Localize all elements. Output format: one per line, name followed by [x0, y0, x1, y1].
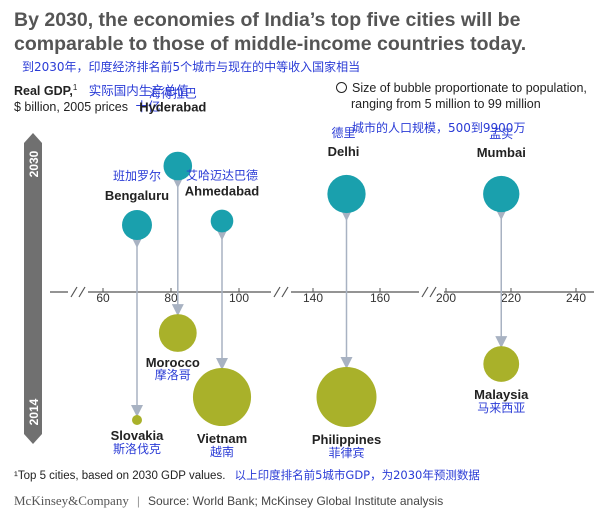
source-text: Source: World Bank; McKinsey Global Inst…	[147, 494, 444, 508]
axis-break-mark	[429, 286, 437, 298]
x-tick-label: 100	[229, 291, 249, 305]
country-label-vietnam: Vietnam	[197, 431, 247, 446]
city-bubble-hyderabad	[163, 151, 193, 181]
bubble-size-note: Size of bubble proportionate to populati…	[336, 80, 587, 112]
size-note-line1: Size of bubble proportionate to populati…	[352, 81, 587, 95]
city-label-bengaluru: Bengaluru	[105, 188, 169, 203]
source-line: McKinsey&Company | Source: World Bank; McK…	[14, 493, 444, 508]
country-label-philippines: Philippines	[312, 432, 381, 447]
city-bubble-mumbai	[483, 175, 520, 213]
city-label-cn-hyderabad: 海得拉巴	[149, 86, 197, 101]
country-bubble-morocco	[158, 314, 197, 352]
axis-break-mark	[78, 286, 86, 298]
city-label-hyderabad: Hyderabad	[139, 100, 206, 115]
country-bubble-malaysia	[483, 346, 520, 382]
x-tick-label: 60	[96, 291, 110, 305]
country-bubble-philippines	[316, 367, 377, 427]
gdp-label: Real GDP,	[14, 84, 73, 99]
country-label-cn-vietnam: 越南	[210, 444, 234, 459]
country-label-cn-slovakia: 斯洛伐克	[113, 441, 161, 456]
city-label-cn-mumbai: 孟买	[489, 127, 513, 141]
year-bar-bottom-cap	[24, 434, 42, 444]
chart-title: By 2030, the economies of India’s top fi…	[14, 9, 527, 55]
brand-logo-text: McKinsey&Company	[14, 493, 129, 508]
gdp-units-cn: 十亿	[135, 99, 161, 115]
country-label-cn-malaysia: 马来西亚	[477, 401, 525, 415]
city-bubble-delhi	[327, 174, 366, 214]
country-bubble-slovakia	[132, 415, 142, 425]
country-label-slovakia: Slovakia	[111, 428, 165, 443]
chart-subtitle-cn: 到2030年，印度经济排名前5个城市与现在的中等收入国家相当	[22, 60, 361, 74]
axis-break-mark	[421, 286, 429, 298]
y-axis-label: Real GDP,1 实际国内生产总值 $ billion, 2005 pric…	[14, 80, 189, 115]
footnote-cn: 以上印度排名前5城市GDP，为2030年预测数据	[234, 468, 480, 482]
x-tick-label: 160	[370, 291, 390, 305]
city-label-delhi: Delhi	[328, 144, 360, 159]
gdp-units: $ billion, 2005 prices	[14, 100, 128, 115]
city-bubble-bengaluru	[122, 210, 152, 240]
axis-break-mark	[273, 286, 281, 298]
year-bar	[24, 143, 42, 434]
country-label-malaysia: Malaysia	[474, 387, 529, 402]
bubble-outline-icon	[336, 82, 347, 93]
country-bubble-vietnam	[192, 367, 252, 427]
size-note-cn: 城市的人口规模，500到9900万	[352, 121, 526, 135]
country-label-cn-morocco: 摩洛哥	[155, 367, 191, 382]
x-tick-label: 80	[164, 291, 178, 305]
gdp-label-cn: 实际国内生产总值	[88, 83, 189, 99]
x-tick-label: 240	[566, 291, 586, 305]
year-label-2030: 2030	[27, 150, 41, 177]
city-label-cn-bengaluru: 班加罗尔	[113, 168, 161, 183]
country-label-cn-philippines: 菲律宾	[328, 445, 364, 460]
size-note-line2: ranging from 5 million to 99 million	[351, 97, 541, 111]
city-bubble-ahmedabad	[210, 209, 234, 233]
gdp-label-footnote-mark: 1	[72, 83, 78, 92]
x-tick-label: 220	[501, 291, 521, 305]
city-label-mumbai: Mumbai	[477, 145, 526, 160]
footnote: ¹Top 5 cities, based on 2030 GDP values.…	[14, 467, 480, 483]
x-tick-label: 140	[303, 291, 323, 305]
city-label-ahmedabad: Ahmedabad	[185, 184, 259, 199]
footnote-text: ¹Top 5 cities, based on 2030 GDP values.	[14, 470, 226, 482]
x-tick-label: 200	[436, 291, 456, 305]
axis-break-mark	[281, 286, 289, 298]
city-label-cn-ahmedabad: 艾哈迈达巴德	[186, 168, 258, 183]
country-label-morocco: Morocco	[146, 355, 200, 370]
year-bar-top-cap	[24, 133, 42, 143]
axis-break-mark	[70, 286, 78, 298]
city-label-cn-delhi: 德里	[331, 125, 355, 140]
year-label-2014: 2014	[27, 398, 41, 425]
